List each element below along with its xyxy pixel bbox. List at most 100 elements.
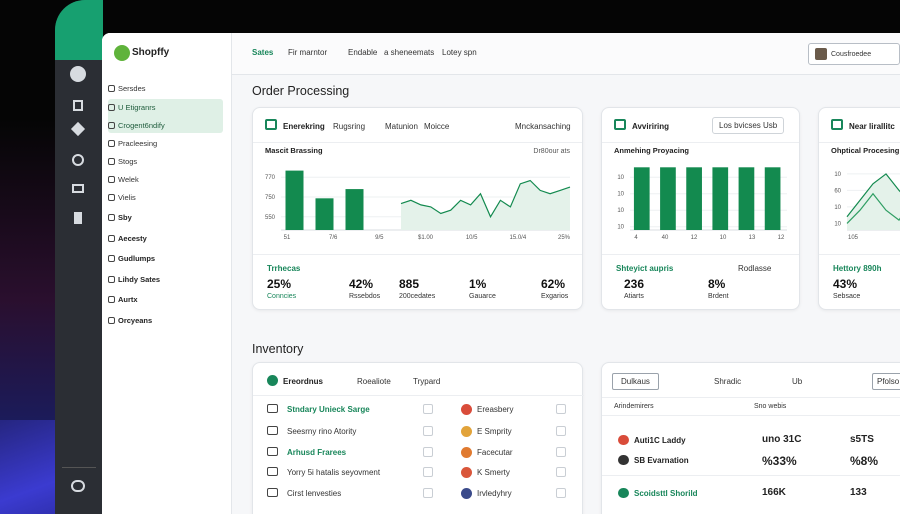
tab[interactable]: Endable [348, 48, 378, 57]
card: Dulkaus Shradic Ub Pfolso Arindemirers Sno we… [601, 362, 900, 514]
checkbox[interactable] [423, 488, 433, 498]
y-tick-label: 750 [265, 195, 276, 201]
checkbox[interactable] [423, 426, 433, 436]
tab[interactable]: Sates [252, 48, 274, 57]
nav-icon [108, 317, 115, 324]
row-label: Yorry 5i hatalis seyovment [287, 468, 381, 477]
card-header[interactable]: Matunion [385, 122, 418, 131]
card-header: Near lirallitc [849, 122, 895, 131]
line [846, 173, 900, 218]
bar [315, 198, 334, 230]
checkbox[interactable] [556, 467, 566, 477]
nav-item[interactable]: Sersdes [118, 84, 146, 93]
chart: Mascit Brassing Dr80our ats 770 750 550 51 7/6… [265, 146, 571, 241]
divider [819, 254, 900, 255]
nav-item[interactable]: Sby [118, 213, 132, 222]
chart: Ohptical Procesing10601010105125 [831, 146, 900, 241]
x-tick-label: 4 [634, 235, 638, 241]
nav-item[interactable]: U Etigranrs [118, 103, 156, 112]
stats-title: Hettory 890h [833, 264, 882, 273]
divider [602, 415, 900, 416]
x-tick-label: 13 [749, 235, 756, 241]
nav-item[interactable]: Lihdy Sates [118, 275, 161, 284]
line-area [401, 180, 570, 230]
x-tick-label: 12 [778, 235, 785, 241]
nav-icon [108, 235, 115, 242]
stat-value: 25% [267, 277, 292, 291]
checkbox[interactable] [556, 447, 566, 457]
line [400, 179, 571, 219]
bar [686, 167, 702, 230]
tab[interactable]: Lotey spn [442, 48, 477, 57]
row-label: Cirst lenvesties [287, 489, 342, 498]
row-label: Arhusd Frarees [287, 448, 347, 457]
filter[interactable]: Pfolso [872, 373, 900, 390]
row-value: 166K [762, 487, 786, 498]
section-title: Inventory [252, 342, 304, 356]
tab[interactable]: Fir marntor [288, 48, 328, 57]
row-icon [267, 447, 278, 456]
card-header: Enerekring [283, 122, 325, 131]
checkbox[interactable] [423, 447, 433, 457]
nav-icon [108, 104, 115, 111]
y-tick-label: 10 [617, 192, 624, 198]
row-value: 133 [850, 487, 867, 498]
stats-note: Rodlasse [738, 264, 772, 273]
stat-value: 62% [541, 277, 566, 291]
stat-value: 8% [708, 277, 726, 291]
account-button[interactable]: Cousfroedee [808, 43, 900, 65]
y-tick-label: 10 [617, 225, 624, 231]
account-label: Cousfroedee [831, 51, 872, 58]
app: Shopffy Sersdes U Etigranrs Crogent6ndify P… [102, 33, 900, 514]
card-header[interactable]: Mnckansaching [515, 122, 571, 131]
nav-icon [108, 214, 115, 221]
card-header[interactable]: Rugsring [333, 122, 366, 131]
nav-item[interactable]: Crogent6ndify [118, 121, 165, 130]
filter[interactable]: Dulkaus [612, 373, 659, 390]
line [846, 192, 900, 224]
nav-item[interactable]: Aecesty [118, 234, 147, 243]
y-tick-label: 10 [834, 205, 841, 211]
bar [764, 167, 781, 230]
icon [71, 480, 85, 492]
stats-title: Trrhecas [267, 264, 301, 273]
brand-logo [114, 45, 130, 61]
stat-label: Conncies [267, 293, 297, 300]
filter[interactable]: Ub [792, 377, 803, 386]
card-header[interactable]: Los bvicses Usb [712, 117, 785, 134]
row-label: Stndary Unieck Sarge [287, 405, 370, 414]
row-icon [267, 404, 278, 413]
nav-item[interactable]: Orcyeans [118, 316, 153, 325]
rail-divider [62, 467, 96, 468]
nav-item[interactable]: Aurtx [118, 295, 138, 304]
row-icon [461, 404, 472, 415]
nav-item[interactable]: Vielis [118, 193, 136, 202]
tab[interactable]: a sheneemats [384, 48, 435, 57]
card: Ereordnus Roealiote Trypard Stndary Unieck … [252, 362, 584, 514]
card-header[interactable]: Roealiote [357, 377, 391, 386]
row-icon [461, 426, 472, 437]
filter[interactable]: Shradic [714, 377, 742, 386]
nav-item[interactable]: Gudlumps [118, 254, 156, 263]
x-tick-label: 7/6 [329, 235, 338, 241]
checkbox[interactable] [423, 404, 433, 414]
nav-icon [108, 158, 115, 165]
nav-item[interactable]: Welek [118, 175, 139, 184]
checkbox[interactable] [423, 467, 433, 477]
stat-value: 885 [399, 277, 420, 291]
divider [602, 475, 900, 476]
stat-label: 200cedates [399, 293, 436, 300]
divider [819, 142, 900, 143]
card-header[interactable]: Trypard [413, 377, 441, 386]
sidebar: Shopffy Sersdes U Etigranrs Crogent6ndify P… [102, 33, 232, 514]
checkbox[interactable] [556, 404, 566, 414]
nav-item[interactable]: Pracleesing [118, 139, 158, 148]
nav-item[interactable]: Stogs [118, 157, 138, 166]
checkbox[interactable] [556, 426, 566, 436]
card-header[interactable]: Moicce [424, 122, 450, 131]
checkbox[interactable] [556, 488, 566, 498]
row-icon [461, 467, 472, 478]
y-tick-label: 770 [265, 175, 276, 181]
row-value: %33% [762, 454, 797, 468]
divider [602, 397, 900, 398]
